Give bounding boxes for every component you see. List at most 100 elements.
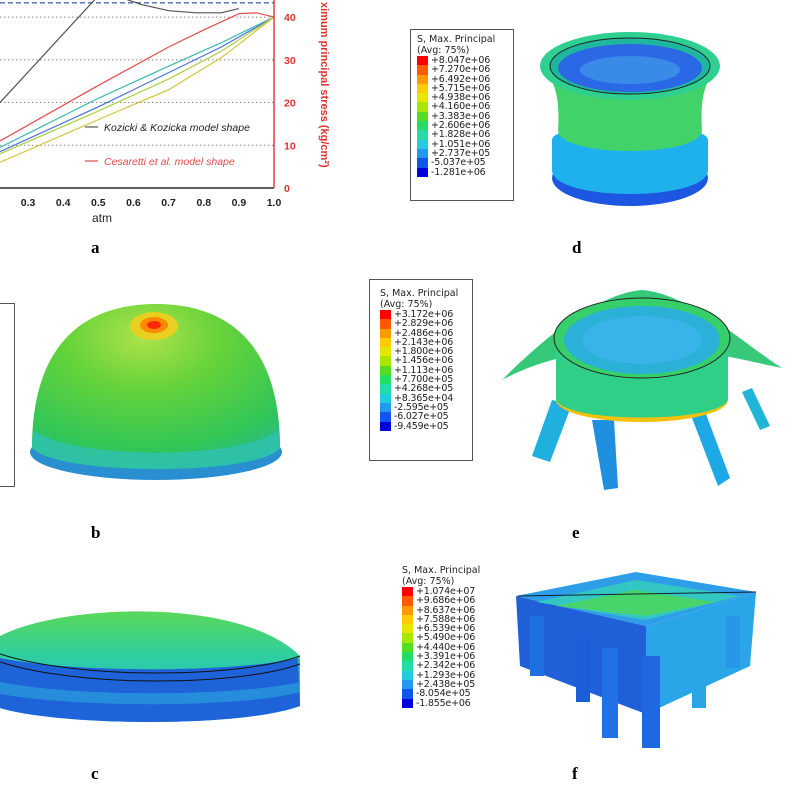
legend-d-swatch [417,74,428,84]
legend-d-row: +6.492e+06 [417,74,513,84]
legend-d-row: -1.281e+06 [417,166,513,178]
stress-vs-pressure-chart: 0.3 0.4 0.5 0.6 0.7 0.8 0.9 1.0 0 10 20 30 40 atm x… [0,0,330,225]
legend-e-value: +4.268e+05 [394,383,454,395]
legend-e-swatch [380,402,391,413]
y-tick-label: 30 [284,55,296,67]
legend-e-row: +1.113e+06 [380,364,472,376]
legend-f-value: -1.855e+06 [416,697,471,709]
legend-d-value: +8.047e+06 [431,55,491,66]
x-tick-label: 0.4 [56,197,71,209]
legend-d-row: +7.270e+06 [417,65,513,75]
legend-e-swatch [380,356,391,366]
legend-d-value: -5.037e+05 [431,157,486,169]
legend-e-swatch [380,393,391,403]
legend-f-swatch [402,633,413,643]
flattened-dome-model [0,611,300,722]
legend-e-row: +1.456e+06 [380,356,472,366]
legend-d-row: +3.383e+06 [417,111,513,121]
legend-item-kozicki: Kozicki & Kozicka model shape [85,122,250,134]
square-ribbed-model [516,572,757,748]
panel-label-b: b [91,523,101,542]
legend-f-value: +1.074e+07 [416,586,476,597]
legend-f-row: +7.588e+06 [402,613,504,625]
legend-d-row: +2.606e+06 [417,121,513,130]
legend-f-title: S, Max. Principal (Avg: 75%) [402,565,481,587]
legend-f-value: +9.686e+06 [416,595,476,607]
legend-e-value: +2.829e+06 [394,318,454,330]
legend-f-swatch [402,642,413,653]
hemisphere-model [30,304,282,480]
legend-e-value: +8.365e+04 [394,392,454,404]
legend-d-row: +1.051e+06 [417,139,513,149]
legend-d-value: -1.281e+06 [431,166,486,178]
legend-e-value: +2.143e+06 [394,336,454,348]
y-tick-label: 20 [284,98,296,110]
legend-d-row: +8.047e+06 [417,56,513,65]
legend-f-row: +1.293e+06 [402,669,504,681]
legend-e-value: +1.113e+06 [394,364,454,376]
series-line-0 [0,0,240,103]
y-axis-label: ximum principal stress (kg/cm²) [318,2,330,168]
ribbed-vessel-model [502,290,782,490]
legend-e: S, Max. Principal (Avg: 75%) +3.172e+06 +… [369,279,473,461]
legend-f-value: +5.490e+06 [416,632,476,644]
legend-d-value: +2.737e+05 [431,147,491,159]
legend-e-value: +2.486e+06 [394,327,454,339]
legend-d-value: +5.715e+06 [431,82,491,94]
legend-d-row: +4.938e+06 [417,92,513,104]
legend-e-row: +2.486e+06 [380,327,472,339]
legend-d-row: +4.160e+06 [417,101,513,113]
x-tick-label: 0.5 [91,197,106,209]
legend-d-swatch [417,148,428,159]
legend-e-value: -6.027e+05 [394,411,449,423]
legend-e-swatch [380,337,391,348]
legend-f-value: +7.588e+06 [416,613,476,625]
series-line-3 [0,16,275,153]
legend-e-swatch [380,412,391,422]
legend-e-row: -2.595e+05 [380,403,472,412]
series-line-5 [0,16,275,163]
legend-d-row: +1.828e+06 [417,130,513,140]
legend-f-swatch [402,587,413,597]
panel-label-e: e [572,523,580,542]
legend-f-swatch [402,689,413,699]
series-line-4 [0,16,275,155]
legend-e-row: +2.143e+06 [380,336,472,348]
legend-f-value: +1.293e+06 [416,669,476,681]
legend-e-value: -2.595e+05 [394,401,449,413]
x-tick-label: 0.9 [232,197,247,209]
legend-e-swatch [380,347,391,357]
legend-d-swatch [417,93,428,103]
legend-e-row: -9.459e+05 [380,421,472,431]
legend-e-value: +1.800e+06 [394,346,454,358]
x-tick-label: 0.8 [196,197,211,209]
chart-series [0,0,275,163]
legend-item-cesaretti: Cesaretti et al. model shape [85,156,235,168]
legend-f-swatch [402,679,413,690]
legend-f-swatch [402,698,413,708]
legend-e-swatch [380,365,391,376]
legend-d-swatch [417,65,428,75]
legend-e-row: +7.700e+05 [380,375,472,384]
legend-e-swatch [380,328,391,338]
legend-d-swatch [417,167,428,177]
legend-e-swatch [380,375,391,385]
legend-d-swatch [417,83,428,94]
y-tick-label: 0 [284,183,290,195]
legend-e-row: +3.172e+06 [380,310,472,319]
legend-d-value: +4.938e+06 [431,92,491,104]
legend-d: S, Max. Principal (Avg: 75%) +8.047e+06 +… [410,29,514,201]
legend-f-scale: +1.074e+07 +9.686e+06 +8.637e+06 +7.588e+06… [402,587,504,708]
legend-e-title: S, Max. Principal (Avg: 75%) [380,288,459,310]
legend-f-value: +2.438e+05 [416,678,476,690]
legend-f-swatch [402,605,413,615]
legend-e-swatch [380,310,391,320]
x-axis-label: atm [92,211,112,225]
panel-label-c: c [91,764,99,783]
legend-d-swatch [417,56,428,66]
legend-e-swatch [380,384,391,394]
panel-label-a: a [91,238,100,257]
legend-f-swatch [402,652,413,662]
legend-d-value: +4.160e+06 [431,101,491,113]
legend-d-title: S, Max. Principal (Avg: 75%) [417,34,496,56]
